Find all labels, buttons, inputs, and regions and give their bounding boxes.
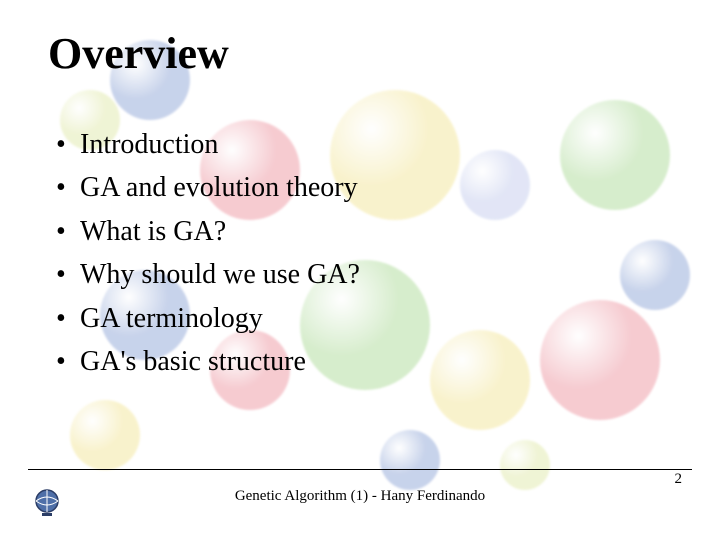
bullet-dot-icon: • xyxy=(56,340,80,383)
slide-content: Overview •Introduction•GA and evolution … xyxy=(0,0,720,383)
list-item: •What is GA? xyxy=(56,210,672,253)
bullet-dot-icon: • xyxy=(56,210,80,253)
list-item: •Why should we use GA? xyxy=(56,253,672,296)
footer: Genetic Algorithm (1) - Hany Ferdinando xyxy=(0,476,720,516)
bullet-dot-icon: • xyxy=(56,123,80,166)
bullet-text: GA and evolution theory xyxy=(80,166,358,209)
bg-sphere xyxy=(70,400,140,470)
list-item: •GA and evolution theory xyxy=(56,166,672,209)
bullet-dot-icon: • xyxy=(56,166,80,209)
slide-title: Overview xyxy=(48,28,672,79)
bullet-text: GA's basic structure xyxy=(80,340,306,383)
list-item: •GA terminology xyxy=(56,297,672,340)
bullet-dot-icon: • xyxy=(56,253,80,296)
bullet-text: Why should we use GA? xyxy=(80,253,360,296)
bullet-text: Introduction xyxy=(80,123,218,166)
bullet-text: What is GA? xyxy=(80,210,226,253)
bullet-list: •Introduction•GA and evolution theory•Wh… xyxy=(48,123,672,383)
list-item: •GA's basic structure xyxy=(56,340,672,383)
list-item: •Introduction xyxy=(56,123,672,166)
bullet-dot-icon: • xyxy=(56,297,80,340)
footer-text: Genetic Algorithm (1) - Hany Ferdinando xyxy=(235,488,485,505)
bullet-text: GA terminology xyxy=(80,297,263,340)
footer-divider xyxy=(28,469,692,470)
page-number: 2 xyxy=(675,471,683,488)
